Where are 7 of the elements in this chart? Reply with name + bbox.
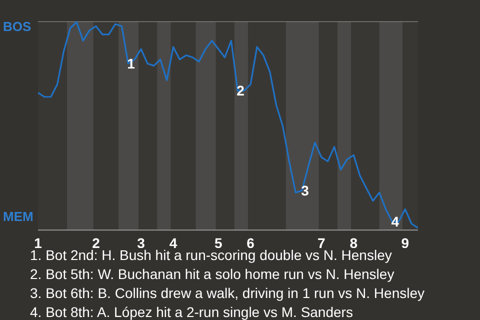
text: 2. Bot 5th: W. Buchanan hit a solo home run vs N. Hensley xyxy=(30,265,396,284)
x-tick-label: 9 xyxy=(401,234,410,251)
text: 3. Bot 6th: B. Collins drew a walk, driving in 1 run vs N. Hensley xyxy=(30,284,425,303)
annotation: 3 xyxy=(301,182,310,198)
text: MEM xyxy=(3,209,34,224)
text: BOS xyxy=(3,19,32,34)
text: 4. Bot 8th: A. López hit a 2-run single vs M. Sanders xyxy=(30,303,354,320)
